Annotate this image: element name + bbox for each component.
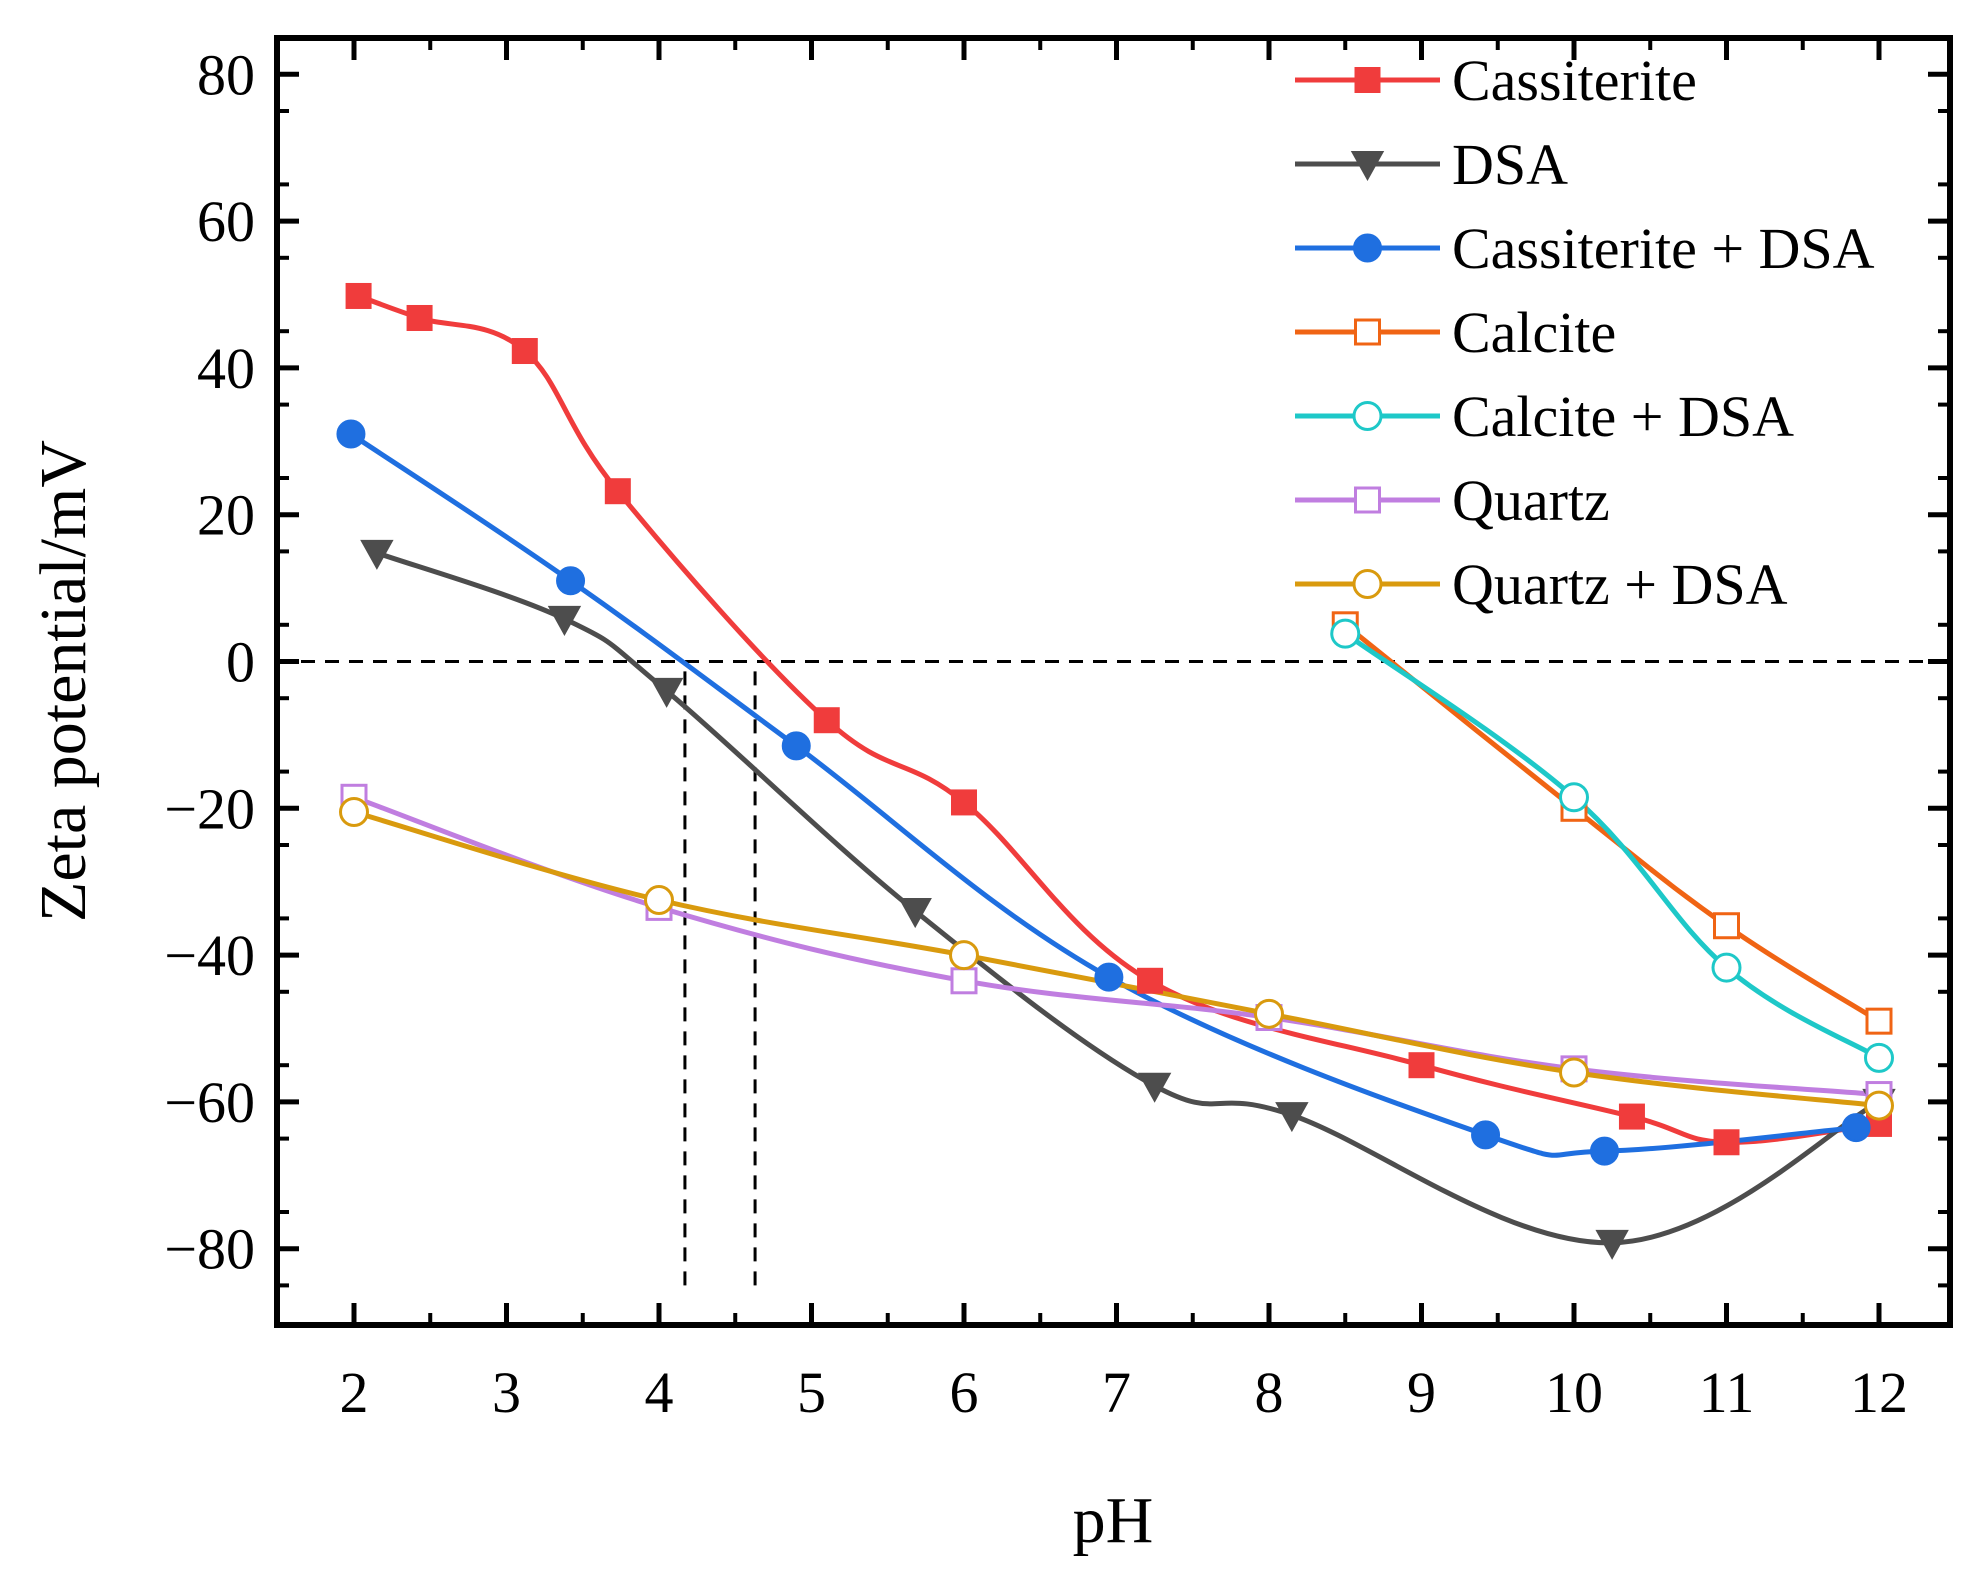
y-tick-label-80: 80 xyxy=(197,42,255,107)
x-tick-label-4: 4 xyxy=(645,1360,674,1425)
legend-label-calcite-plus-dsa: Calcite + DSA xyxy=(1452,384,1794,449)
reference-lines xyxy=(277,660,1950,1286)
data-point-cassiterite-6 xyxy=(1137,967,1164,994)
data-point-cassiterite-2 xyxy=(511,338,538,365)
series-line-quartz xyxy=(351,794,1882,1098)
x-tick-label-5: 5 xyxy=(797,1360,826,1425)
series-markers xyxy=(336,282,1896,1260)
legend-label-quartz: Quartz xyxy=(1452,468,1610,533)
series-line-cassiterite-plus-dsa xyxy=(348,431,1859,1158)
legend-marker-dsa xyxy=(1350,151,1385,182)
data-point-dsa-6 xyxy=(1595,1229,1629,1260)
x-axis-ticks: 2 3 4 5 6 7 8 9 10 11 12 xyxy=(340,38,1908,1425)
legend-marker-calcite xyxy=(1354,318,1381,346)
data-point-dsa-4 xyxy=(1137,1072,1172,1103)
data-point-cassiterite-plus-dsa-6 xyxy=(1841,1113,1871,1143)
data-point-quartz-plus-dsa-3 xyxy=(1254,998,1284,1029)
plot-frame xyxy=(274,35,1953,1328)
data-point-cassiterite-plus-dsa-5 xyxy=(1590,1136,1619,1166)
x-tick-label-8: 8 xyxy=(1255,1360,1284,1425)
x-tick-label-7: 7 xyxy=(1102,1360,1131,1425)
data-point-dsa-3 xyxy=(898,898,932,929)
data-point-cassiterite-9 xyxy=(1713,1129,1740,1156)
data-point-quartz-plus-dsa-5 xyxy=(1864,1090,1894,1121)
data-point-cassiterite-4 xyxy=(813,707,840,734)
data-point-cassiterite-plus-dsa-0 xyxy=(336,419,366,449)
legend-label-quartz-plus-dsa: Quartz + DSA xyxy=(1452,552,1788,617)
data-point-quartz-plus-dsa-0 xyxy=(339,796,369,827)
y-axis-ticks: 80 60 40 20 0 −20 −40 −60 −80 xyxy=(164,35,1950,1288)
legend-marker-cassiterite xyxy=(1354,67,1381,93)
data-point-quartz-plus-dsa-4 xyxy=(1559,1057,1589,1088)
data-point-cassiterite-plus-dsa-1 xyxy=(556,566,586,596)
data-point-calcite-plus-dsa-2 xyxy=(1711,952,1742,983)
data-point-cassiterite-3 xyxy=(604,478,631,505)
data-point-cassiterite-plus-dsa-4 xyxy=(1471,1120,1501,1150)
y-tick-label--40: −40 xyxy=(164,923,255,988)
y-axis-title: Zeta potential/mV xyxy=(27,440,100,922)
legend-label-cassiterite-plus-dsa: Cassiterite + DSA xyxy=(1452,216,1875,281)
legend-marker-cassiterite-plus-dsa xyxy=(1353,233,1382,263)
series-line-calcite-plus-dsa xyxy=(1342,631,1882,1061)
data-point-cassiterite-8 xyxy=(1618,1103,1645,1130)
x-tick-label-3: 3 xyxy=(492,1360,521,1425)
data-point-dsa-5 xyxy=(1275,1102,1309,1133)
legend-marker-quartz xyxy=(1354,486,1381,514)
y-tick-label--80: −80 xyxy=(164,1217,255,1282)
data-point-calcite-3 xyxy=(1865,1007,1893,1035)
legend: Cassiterite DSA Cassiterite + DSA Calcite Ca… xyxy=(1295,48,1875,617)
legend-label-dsa: DSA xyxy=(1452,132,1568,197)
data-point-cassiterite-plus-dsa-2 xyxy=(781,731,811,761)
y-tick-label-20: 20 xyxy=(197,483,255,548)
legend-marker-calcite-plus-dsa xyxy=(1352,401,1383,431)
legend-marker-quartz-plus-dsa xyxy=(1352,569,1383,599)
data-point-calcite-plus-dsa-0 xyxy=(1330,618,1361,649)
data-point-calcite-plus-dsa-1 xyxy=(1559,782,1589,813)
data-point-cassiterite-plus-dsa-3 xyxy=(1094,962,1124,992)
legend-label-calcite: Calcite xyxy=(1452,300,1616,365)
data-point-dsa-1 xyxy=(547,605,582,636)
data-point-quartz-plus-dsa-1 xyxy=(644,885,674,916)
x-tick-label-6: 6 xyxy=(950,1360,979,1425)
y-tick-label-60: 60 xyxy=(197,189,255,254)
data-point-quartz-plus-dsa-2 xyxy=(949,940,979,971)
data-point-dsa-0 xyxy=(360,539,394,570)
y-tick-label--60: −60 xyxy=(164,1070,255,1135)
data-point-dsa-2 xyxy=(649,677,684,708)
legend-label-cassiterite: Cassiterite xyxy=(1452,48,1697,113)
x-tick-label-2: 2 xyxy=(340,1360,369,1425)
data-point-quartz-2 xyxy=(950,967,978,995)
series-line-calcite xyxy=(1342,622,1882,1024)
series-line-dsa xyxy=(374,550,1882,1246)
data-point-cassiterite-1 xyxy=(406,304,433,331)
y-tick-label-0: 0 xyxy=(226,630,255,695)
x-tick-label-9: 9 xyxy=(1407,1360,1436,1425)
data-point-cassiterite-0 xyxy=(345,282,372,309)
data-point-cassiterite-5 xyxy=(951,789,977,816)
x-tick-label-12: 12 xyxy=(1850,1360,1908,1425)
x-tick-label-11: 11 xyxy=(1699,1360,1755,1425)
x-axis-title: pH xyxy=(1073,1484,1154,1557)
data-point-cassiterite-7 xyxy=(1408,1052,1435,1079)
y-tick-label--20: −20 xyxy=(164,776,255,841)
data-point-calcite-2 xyxy=(1713,912,1740,940)
y-tick-label-40: 40 xyxy=(197,336,255,401)
x-tick-label-10: 10 xyxy=(1545,1360,1603,1425)
data-point-calcite-plus-dsa-3 xyxy=(1864,1042,1894,1073)
